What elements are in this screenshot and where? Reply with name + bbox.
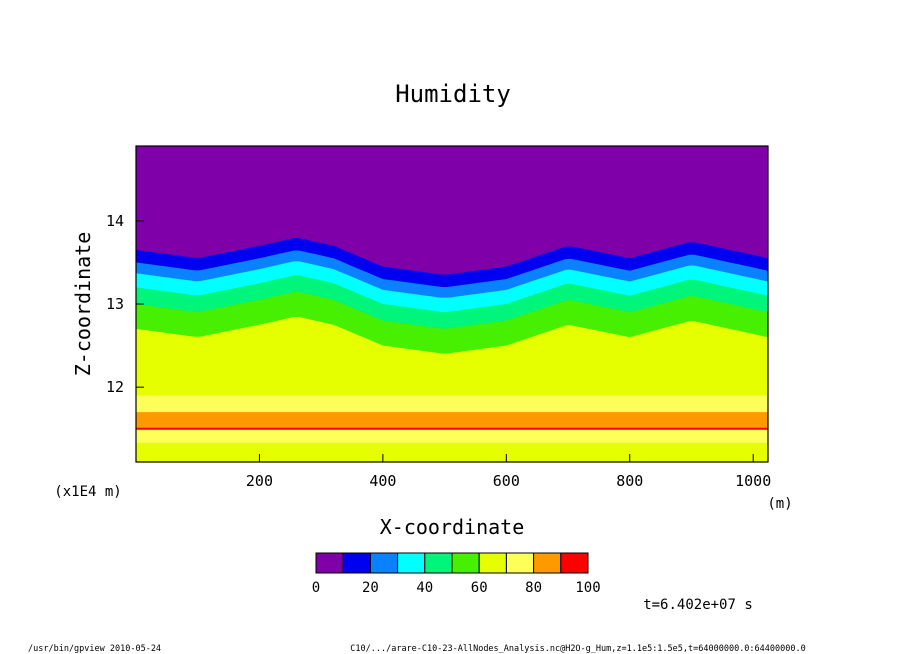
colorbar-swatch-70 — [505, 552, 535, 574]
colorbar-swatch-30 — [397, 552, 426, 574]
colorbar-labels: 0 20 40 60 80 100 — [312, 580, 601, 596]
footer-right: C10/.../arare-C10-23-AllNodes_Analysis.n… — [350, 644, 805, 654]
x-axis-ticks: 200 400 600 800 1000 — [246, 454, 771, 490]
colorbar-label-80: 80 — [525, 580, 542, 596]
colorbar-swatch-0 — [315, 552, 344, 574]
colorbar-label-0: 0 — [312, 580, 320, 596]
colorbar-swatch-50 — [451, 552, 480, 574]
y-axis-unit: (x1E4 m) — [54, 484, 121, 500]
x-tick-label-200: 200 — [246, 472, 273, 490]
colorbar-swatch-60 — [478, 552, 507, 574]
time-annotation: t=6.402e+07 s — [643, 597, 753, 613]
colorbar-swatch-90 — [560, 552, 589, 574]
colorbar-swatch-20 — [369, 552, 399, 574]
colorbar-label-20: 20 — [362, 580, 379, 596]
x-axis-label: X-coordinate — [380, 515, 525, 539]
colorbar — [315, 552, 589, 574]
x-axis-unit: (m) — [767, 496, 792, 512]
colorbar-swatch-80 — [533, 552, 562, 574]
colorbar-label-60: 60 — [471, 580, 488, 596]
colorbar-swatch-40 — [424, 552, 453, 574]
chart-title: Humidity — [395, 80, 511, 108]
x-tick-label-1000: 1000 — [735, 472, 771, 490]
x-tick-label-400: 400 — [369, 472, 396, 490]
humidity-contour-field — [136, 146, 768, 462]
x-tick-label-800: 800 — [616, 472, 643, 490]
y-axis-ticks: 12 13 14 — [106, 212, 144, 396]
y-tick-label-12: 12 — [106, 378, 124, 396]
colorbar-label-100: 100 — [575, 580, 600, 596]
colorbar-label-40: 40 — [416, 580, 433, 596]
y-axis-label: Z-coordinate — [71, 232, 95, 377]
y-tick-label-14: 14 — [106, 212, 124, 230]
x-tick-label-600: 600 — [493, 472, 520, 490]
y-tick-label-13: 13 — [106, 295, 124, 313]
contour-band-9 — [136, 442, 768, 462]
footer-left: /usr/bin/gpview 2010-05-24 — [28, 644, 161, 654]
colorbar-swatch-10 — [342, 552, 371, 574]
